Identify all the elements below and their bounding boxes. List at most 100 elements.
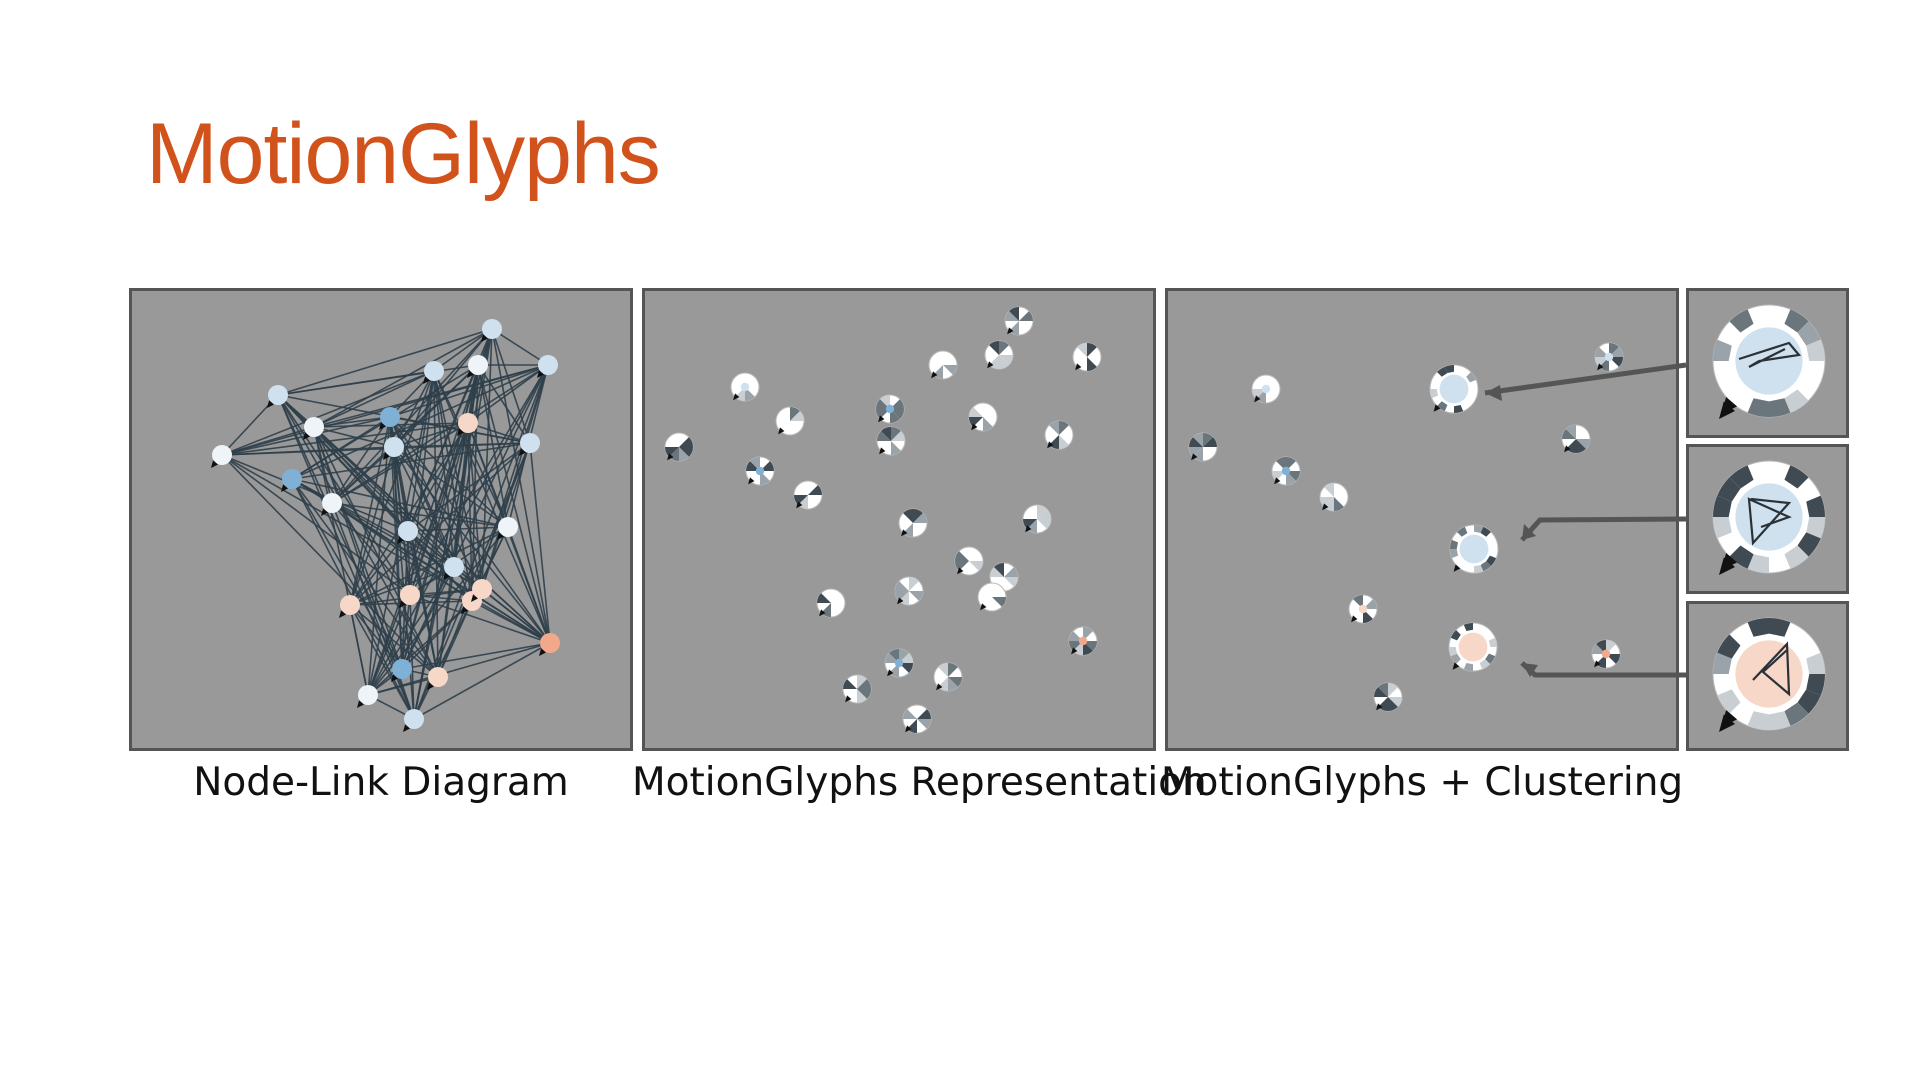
glyph-icon — [1448, 622, 1498, 672]
pointer-icon — [497, 532, 504, 540]
zoom-glyph-middle — [1712, 460, 1826, 575]
glyph-icon — [1348, 594, 1378, 624]
glyph-icon — [902, 704, 932, 734]
pointer-icon — [379, 422, 386, 430]
glyph-icon — [745, 456, 775, 486]
glyph-icon — [1188, 432, 1218, 462]
pointer-icon — [1025, 525, 1032, 533]
glyph-icon — [1251, 374, 1281, 404]
pointer-icon — [987, 361, 994, 369]
glyph-icon — [954, 546, 984, 576]
pointer-icon — [667, 453, 674, 461]
pointer-icon — [1191, 453, 1198, 461]
pointer-icon — [1071, 647, 1078, 655]
pointer-icon — [339, 610, 346, 618]
glyph-icon — [1022, 504, 1052, 534]
glyph-icon — [1429, 364, 1479, 414]
glyph-icon — [1004, 306, 1034, 336]
pointer-icon — [427, 682, 434, 690]
motion-path-icon — [1752, 641, 1791, 697]
pointer-icon — [931, 371, 938, 379]
glyph-icon — [1319, 482, 1349, 512]
pointer-icon — [1047, 441, 1054, 449]
pointer-icon — [1564, 445, 1571, 453]
slide-title: MotionGlyphs — [146, 106, 661, 202]
node-icon — [424, 361, 444, 381]
pointer-icon — [878, 415, 885, 423]
node-icon — [498, 517, 518, 537]
pointer-icon — [519, 448, 526, 456]
glyph-icon — [1449, 524, 1499, 574]
glyph-icon — [933, 662, 963, 692]
clustering-caption: MotionGlyphs + Clustering — [1160, 760, 1684, 805]
pointer-icon — [443, 572, 450, 580]
pointer-icon — [537, 370, 544, 378]
node-icon — [540, 633, 560, 653]
pointer-icon — [461, 606, 468, 614]
pointer-icon — [1007, 327, 1014, 335]
pointer-icon — [796, 501, 803, 509]
pointer-icon — [1274, 477, 1281, 485]
node-icon — [358, 685, 378, 705]
pointer-icon — [905, 725, 912, 733]
pointer-icon — [471, 594, 478, 602]
pointer-icon — [1254, 395, 1261, 403]
pointer-icon — [1452, 662, 1460, 670]
node-icon — [482, 319, 502, 339]
pointer-icon — [1075, 363, 1082, 371]
motion-path-icon — [1738, 341, 1802, 368]
node-icon — [322, 493, 342, 513]
node-icon — [520, 433, 540, 453]
pointer-icon — [1719, 401, 1735, 419]
pointer-icon — [936, 683, 943, 691]
pointer-icon — [1351, 615, 1358, 623]
clustering-plot — [1188, 342, 1624, 712]
motionglyphs-plot — [664, 306, 1102, 734]
pointer-icon — [357, 700, 364, 708]
node-icon — [472, 579, 492, 599]
glyph-icon — [894, 576, 924, 606]
motionglyphs-caption: MotionGlyphs Representation — [632, 760, 1207, 805]
node-icon — [380, 407, 400, 427]
pointer-icon — [391, 674, 398, 682]
pointer-icon — [748, 477, 755, 485]
glyph-icon — [968, 402, 998, 432]
pointer-icon — [1719, 714, 1735, 732]
glyph-icon — [1591, 639, 1621, 669]
glyph-icon — [1072, 342, 1102, 372]
pointer-icon — [879, 447, 886, 455]
pointer-icon — [733, 393, 740, 401]
pointer-icon — [383, 452, 390, 460]
edge-group — [221, 328, 551, 720]
node-icon — [538, 355, 558, 375]
pointer-icon — [1376, 703, 1383, 711]
pointer-icon — [1719, 557, 1735, 575]
glyph-icon — [928, 350, 958, 380]
node-icon — [398, 521, 418, 541]
node-link-diagram — [211, 319, 560, 732]
glyph-icon — [730, 372, 760, 402]
pointer-icon — [957, 567, 964, 575]
motionglyphs-panel — [642, 288, 1156, 751]
pointer-icon — [1433, 404, 1441, 412]
pointer-icon — [539, 648, 546, 656]
glyph-icon — [1271, 456, 1301, 486]
pointer-icon — [399, 600, 406, 608]
glyph-icon — [1712, 304, 1826, 418]
pointer-icon — [901, 529, 908, 537]
pointer-icon — [1322, 503, 1329, 511]
pointer-icon — [281, 484, 288, 492]
node-icon — [404, 709, 424, 729]
pointer-icon — [887, 669, 894, 677]
node-icon — [268, 385, 288, 405]
glyph-icon — [664, 432, 694, 462]
pointer-icon — [897, 597, 904, 605]
pointer-icon — [980, 603, 987, 611]
pointer-icon — [819, 609, 826, 617]
clustering-panel — [1165, 288, 1679, 751]
pointer-icon — [845, 695, 852, 703]
pointer-icon — [778, 427, 785, 435]
node-link-caption: Node-Link Diagram — [193, 760, 569, 805]
node-icon — [392, 659, 412, 679]
glyph-icon — [876, 426, 906, 456]
